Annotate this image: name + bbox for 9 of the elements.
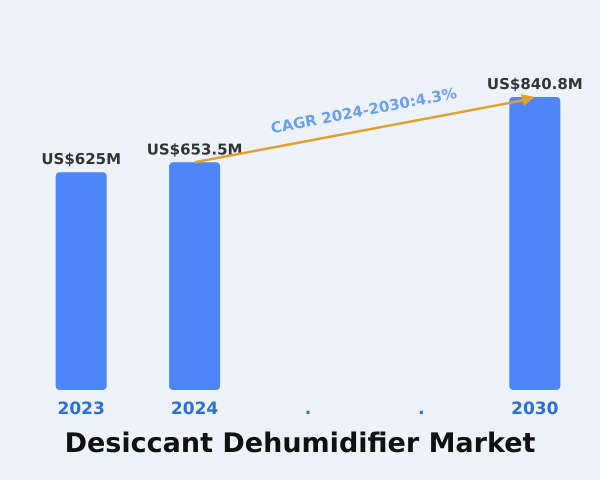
data-label: US$653.5M [146,140,242,158]
x-tick-label: . [418,399,425,419]
x-tick-label: . [304,399,312,419]
x-tick-label: 2023 [58,399,105,419]
x-tick-label: 2030 [511,399,559,419]
data-label: US$625M [41,150,122,168]
x-tick-label: 2024 [170,399,218,419]
text: Desiccant Dehumidifier Market [64,428,536,459]
data-label: US$840.8M [486,75,583,93]
